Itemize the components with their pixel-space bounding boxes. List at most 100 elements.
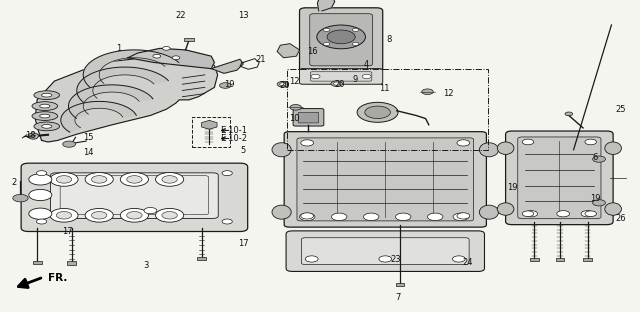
Text: 4: 4 xyxy=(364,61,369,69)
Text: 17: 17 xyxy=(62,227,72,236)
Bar xyxy=(192,117,230,147)
Text: 19: 19 xyxy=(224,80,234,89)
Circle shape xyxy=(317,25,365,49)
Ellipse shape xyxy=(272,143,291,157)
Text: 2: 2 xyxy=(12,178,17,187)
Circle shape xyxy=(92,212,107,219)
FancyBboxPatch shape xyxy=(21,163,248,232)
Text: 21: 21 xyxy=(256,56,266,64)
Bar xyxy=(184,38,194,41)
Text: 20: 20 xyxy=(280,81,290,90)
Text: 7: 7 xyxy=(396,294,401,302)
Text: 16: 16 xyxy=(307,47,317,56)
Circle shape xyxy=(362,74,371,79)
Circle shape xyxy=(585,211,596,217)
Circle shape xyxy=(29,174,52,185)
Circle shape xyxy=(162,176,177,183)
Circle shape xyxy=(353,28,359,32)
Text: 19: 19 xyxy=(590,194,600,202)
Polygon shape xyxy=(35,56,218,142)
Bar xyxy=(530,258,539,261)
Circle shape xyxy=(428,213,443,221)
Text: 13: 13 xyxy=(238,11,248,20)
Text: 5: 5 xyxy=(241,146,246,155)
FancyBboxPatch shape xyxy=(300,69,383,84)
Circle shape xyxy=(144,207,157,214)
Circle shape xyxy=(50,208,78,222)
Ellipse shape xyxy=(605,142,621,154)
Circle shape xyxy=(50,173,78,186)
Circle shape xyxy=(127,176,142,183)
Circle shape xyxy=(13,194,28,202)
Circle shape xyxy=(557,211,570,217)
Polygon shape xyxy=(68,85,153,118)
Circle shape xyxy=(92,176,107,183)
Circle shape xyxy=(172,56,180,60)
Circle shape xyxy=(585,139,596,145)
Circle shape xyxy=(85,173,113,186)
Text: 12: 12 xyxy=(289,77,300,85)
Circle shape xyxy=(331,81,342,86)
Polygon shape xyxy=(277,44,300,58)
Text: 8: 8 xyxy=(387,36,392,44)
Ellipse shape xyxy=(32,102,58,110)
Circle shape xyxy=(300,213,315,221)
Circle shape xyxy=(301,213,314,219)
Text: E-10-2: E-10-2 xyxy=(220,134,247,143)
Circle shape xyxy=(163,46,170,50)
Circle shape xyxy=(333,82,340,85)
Circle shape xyxy=(422,89,433,95)
Text: 18: 18 xyxy=(26,131,36,140)
Circle shape xyxy=(364,213,379,221)
Circle shape xyxy=(220,83,231,88)
Circle shape xyxy=(301,140,314,146)
Polygon shape xyxy=(61,101,136,132)
Circle shape xyxy=(365,106,390,119)
Circle shape xyxy=(452,256,465,262)
Ellipse shape xyxy=(497,142,514,154)
Circle shape xyxy=(396,213,411,221)
FancyBboxPatch shape xyxy=(310,14,372,66)
Circle shape xyxy=(357,102,398,122)
Circle shape xyxy=(222,219,232,224)
FancyBboxPatch shape xyxy=(300,8,383,72)
Circle shape xyxy=(323,28,330,32)
Circle shape xyxy=(280,83,286,86)
Circle shape xyxy=(156,208,184,222)
Bar xyxy=(33,261,42,264)
Circle shape xyxy=(290,105,301,110)
Text: 1: 1 xyxy=(116,44,121,53)
Circle shape xyxy=(327,30,355,44)
Circle shape xyxy=(56,176,72,183)
Polygon shape xyxy=(83,50,179,87)
Circle shape xyxy=(323,42,330,46)
Text: 22: 22 xyxy=(175,11,186,20)
Ellipse shape xyxy=(479,205,499,219)
FancyBboxPatch shape xyxy=(297,138,474,221)
Ellipse shape xyxy=(272,205,291,219)
Ellipse shape xyxy=(479,143,499,157)
Circle shape xyxy=(332,213,347,221)
Circle shape xyxy=(127,212,142,219)
Text: 3: 3 xyxy=(143,261,148,270)
Ellipse shape xyxy=(40,114,50,118)
Circle shape xyxy=(593,200,605,206)
Text: 17: 17 xyxy=(238,240,248,248)
Text: 19: 19 xyxy=(507,183,517,192)
Bar xyxy=(396,283,404,286)
Text: 6: 6 xyxy=(593,153,598,162)
Circle shape xyxy=(36,171,47,176)
Circle shape xyxy=(457,213,470,219)
Ellipse shape xyxy=(42,124,52,128)
Circle shape xyxy=(593,156,605,162)
Text: 23: 23 xyxy=(390,255,401,264)
Circle shape xyxy=(36,219,47,224)
FancyBboxPatch shape xyxy=(298,112,319,123)
Polygon shape xyxy=(211,59,243,73)
Ellipse shape xyxy=(34,91,60,100)
FancyBboxPatch shape xyxy=(293,109,324,126)
Polygon shape xyxy=(317,0,335,11)
Bar xyxy=(197,257,206,260)
Circle shape xyxy=(379,256,392,262)
Circle shape xyxy=(29,189,52,201)
